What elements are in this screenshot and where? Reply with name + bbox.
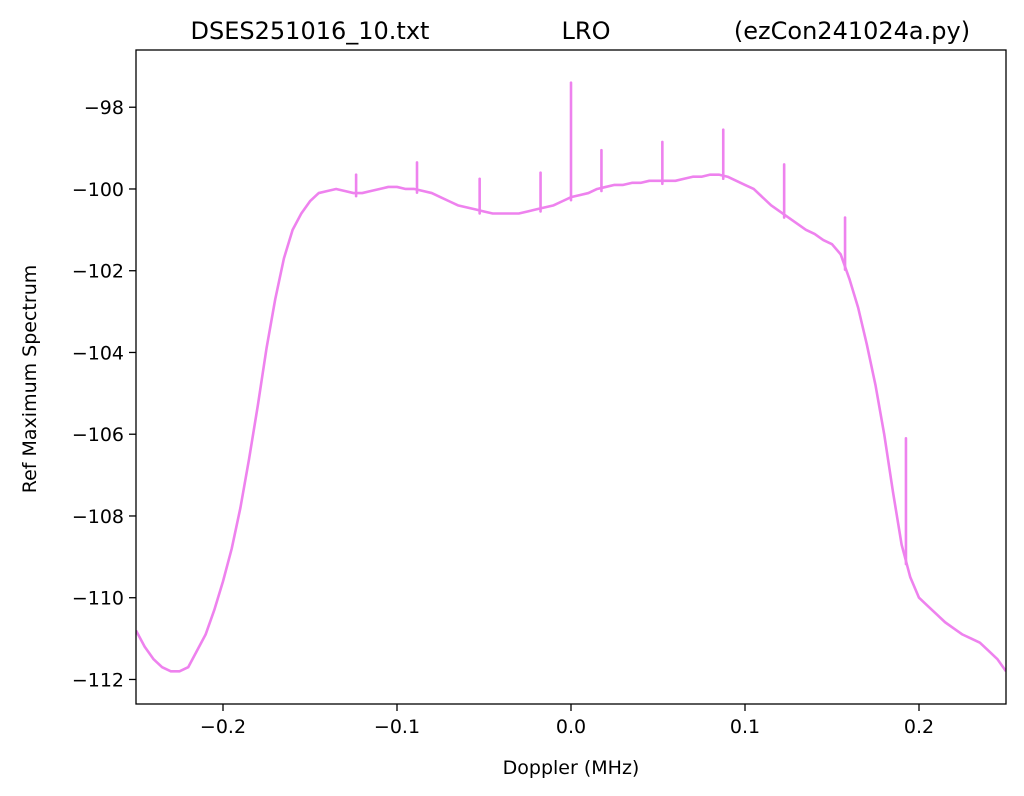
y-tick-label: −108 [72,506,124,528]
x-axis-ticks: −0.2 −0.1 0.0 0.1 0.2 [200,704,934,738]
y-axis-ticks: −112 −110 −108 −106 −104 −102 −100 −98 [72,97,136,691]
x-tick-label: −0.1 [374,716,420,738]
y-tick-label: −106 [72,424,124,446]
y-tick-label: −100 [72,179,124,201]
x-tick-label: −0.2 [200,716,246,738]
y-axis-label: Ref Maximum Spectrum [19,265,41,494]
x-axis-label: Doppler (MHz) [503,757,640,779]
y-tick-label: −102 [72,261,124,283]
x-tick-label: 0.1 [730,716,760,738]
y-tick-label: −110 [72,588,124,610]
series-line-0 [136,173,1006,673]
chart-title-source: LRO [562,17,611,45]
y-tick-label: −112 [72,669,124,691]
chart-title-file: DSES251016_10.txt [191,17,430,45]
y-tick-label: −98 [84,97,124,119]
x-tick-label: 0.2 [904,716,934,738]
chart-title-script: (ezCon241024a.py) [734,17,970,45]
y-tick-label: −104 [72,342,124,364]
plot-frame [135,49,1007,705]
plot-area [136,81,1006,673]
x-tick-label: 0.0 [556,716,586,738]
